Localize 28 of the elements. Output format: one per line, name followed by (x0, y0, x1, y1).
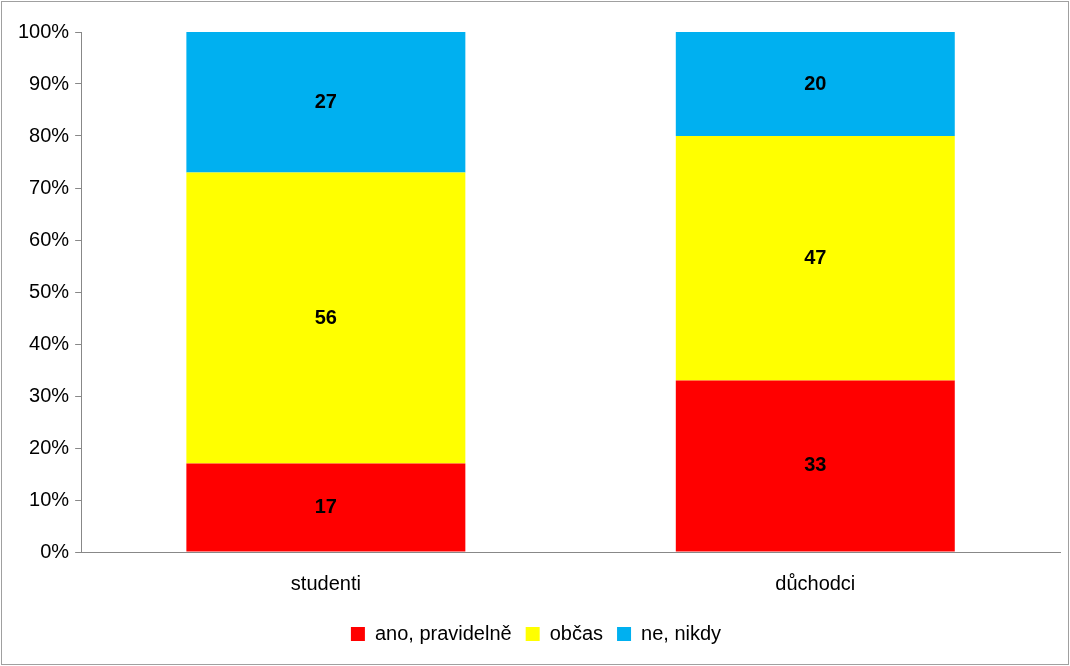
legend-label: občas (549, 621, 604, 644)
y-tick-label: 50% (29, 279, 70, 302)
bar (675, 136, 955, 381)
legend-label: ne, nikdy (641, 621, 722, 644)
data-label: 17 (314, 495, 337, 518)
y-tick-label: 20% (29, 435, 70, 458)
y-tick-label: 10% (29, 487, 70, 510)
y-tick-label: 70% (29, 175, 70, 198)
legend-label: ano, pravidelně (374, 621, 512, 644)
bar (186, 32, 466, 173)
y-tick-label: 0% (40, 539, 70, 562)
data-label: 47 (804, 245, 827, 268)
x-tick-label: důchodci (775, 571, 856, 594)
y-tick-label: 60% (29, 227, 70, 250)
data-label: 20 (804, 71, 827, 94)
y-tick-label: 80% (29, 123, 70, 146)
data-label: 27 (314, 89, 337, 112)
bar (675, 380, 955, 552)
y-tick-label: 40% (29, 331, 70, 354)
data-label: 56 (314, 305, 337, 328)
bar (675, 32, 955, 136)
data-label: 33 (804, 453, 827, 476)
y-tick-label: 30% (29, 383, 70, 406)
y-tick-label: 90% (29, 71, 70, 94)
bar (186, 463, 466, 552)
y-tick-label: 100% (18, 19, 70, 42)
bar (186, 172, 466, 464)
x-tick-label: studenti (290, 571, 361, 594)
